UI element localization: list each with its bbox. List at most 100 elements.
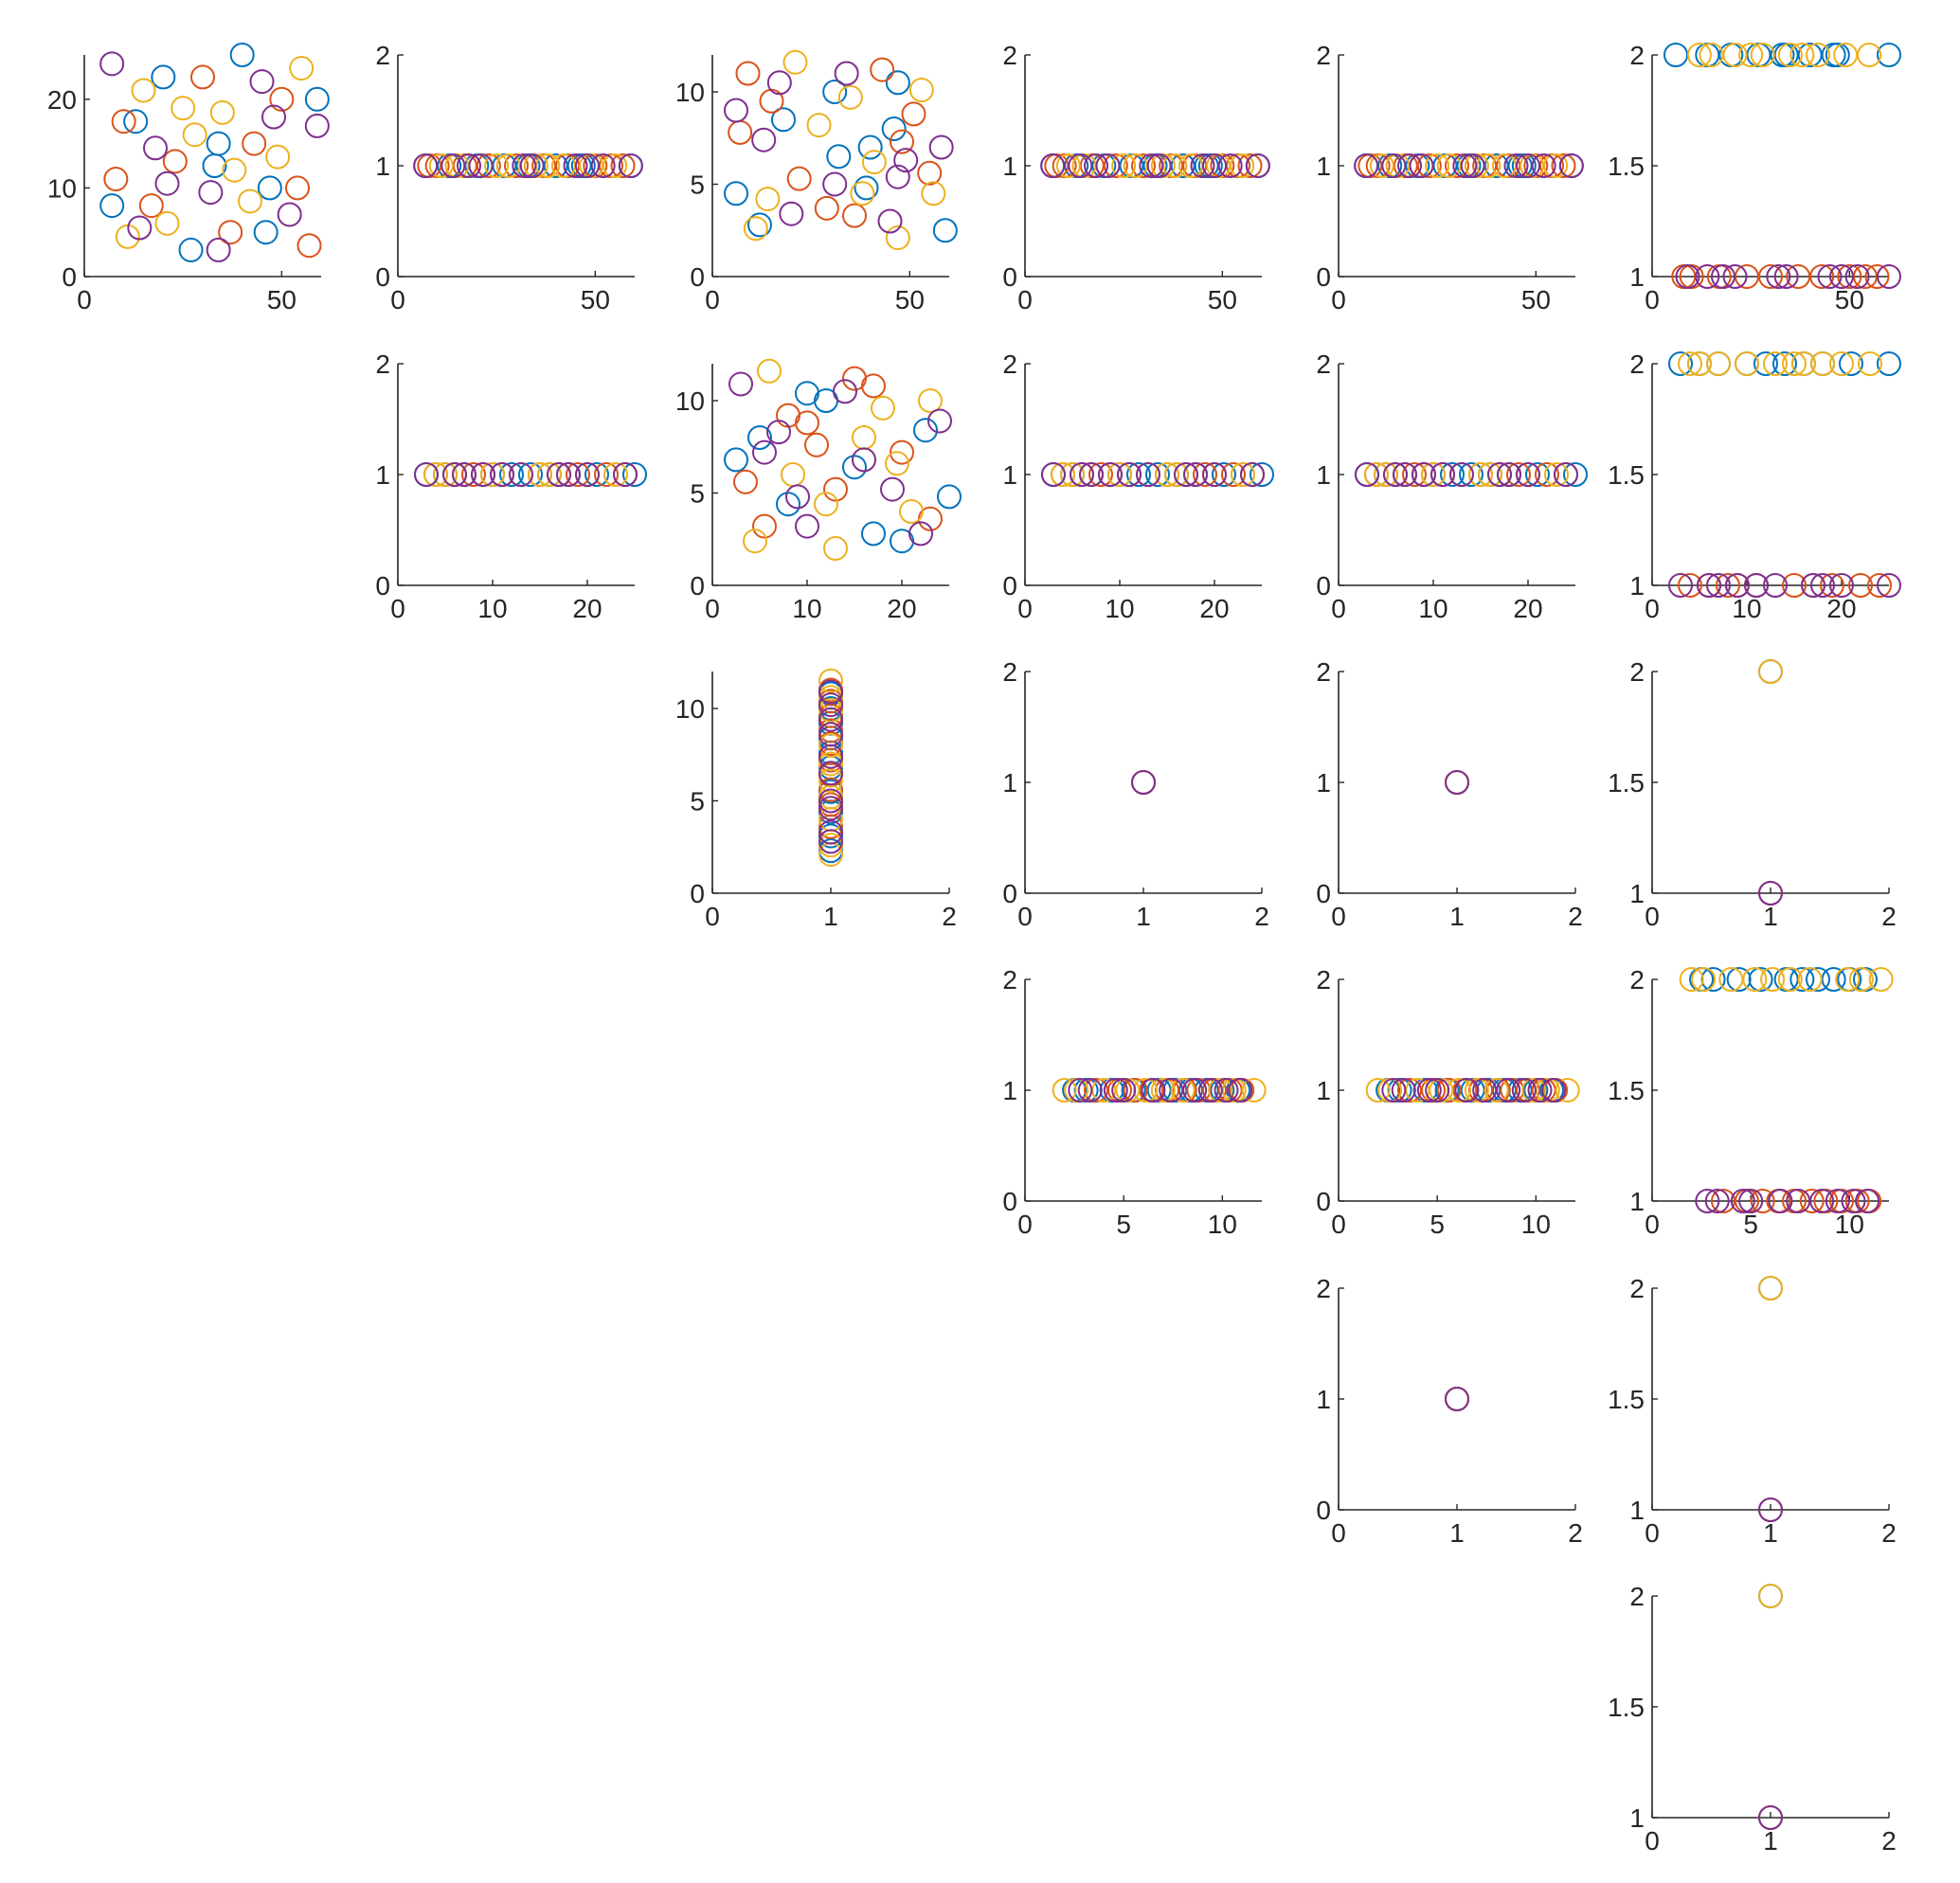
data-point [1716,573,1740,598]
data-point [854,175,879,201]
x-tick-label: 10 [1105,594,1134,623]
data-point [877,208,903,234]
data-point [499,462,524,487]
x-tick-label: 2 [1254,902,1269,931]
x-tick-label: 2 [1881,1826,1897,1856]
data-point [818,733,843,758]
data-point [1772,351,1797,376]
data-point [1687,351,1712,376]
scatter-panel-r3-c3: 0 1 2 0 5 10 [675,668,957,931]
data-point [1425,1078,1450,1103]
data-point [190,64,215,90]
data-point [428,153,454,178]
data-point [1679,967,1704,992]
data-point [1240,462,1265,487]
data-point [1369,153,1394,178]
data-point [1777,967,1803,992]
data-point [1146,153,1172,178]
data-point [1758,881,1783,906]
data-point [1525,462,1550,487]
data-point [1230,153,1255,178]
scatter-panel-r3-c6: 0 1 211.52 [1608,657,1897,931]
data-point [818,697,843,723]
y-tick-label: 1 [1316,1076,1331,1105]
y-tick-label: 1 [1002,152,1017,181]
y-tick-label: 2 [1316,350,1331,379]
data-point [1402,462,1427,487]
scatter-panel-r4-c4: 0 5 10 0 1 2 [1002,965,1267,1239]
data-point [1393,462,1417,487]
data-point [1511,1078,1537,1103]
data-point [804,432,829,457]
data-point [918,388,943,413]
data-point [1773,264,1799,289]
y-tick-label: 2 [1002,41,1017,70]
data-point [781,462,805,487]
data-point [1052,1078,1077,1103]
x-tick-label: 0 [390,285,405,314]
y-tick-label: 1 [1316,1385,1331,1414]
data-point [1117,462,1142,487]
data-point [766,70,792,96]
x-tick-label: 20 [1826,594,1856,623]
x-tick-label: 50 [895,285,925,314]
data-point [818,777,843,802]
data-point [1190,153,1215,178]
data-point [1730,1189,1755,1213]
x-tick-label: 1 [1763,902,1778,931]
data-point [253,220,279,245]
data-point [277,202,302,227]
data-point [99,193,125,219]
data-point [1381,1078,1407,1103]
data-point [1197,1078,1223,1103]
data-point [1355,462,1379,487]
y-tick-label: 1 [1629,1187,1645,1216]
x-tick-label: 10 [1208,1210,1237,1239]
data-point [937,484,962,510]
x-tick-label: 1 [1449,902,1465,931]
data-point [1829,573,1854,598]
data-point [1748,967,1773,992]
data-point [423,462,448,487]
scatter-panel-r1-c5: 0 50 0 1 2 [1316,41,1584,314]
data-point [575,153,600,178]
y-tick-label: 0 [690,262,705,292]
data-point [1868,967,1894,992]
data-point [1416,1078,1442,1103]
data-point [1416,153,1442,178]
data-point [1725,573,1750,598]
data-point [1055,153,1081,178]
data-point [1068,153,1093,178]
x-tick-label: 0 [705,285,720,314]
x-tick-label: 0 [1331,1518,1346,1548]
x-tick-label: 0 [1645,1826,1660,1856]
data-point [1758,659,1783,684]
data-point [747,425,772,450]
x-tick-label: 1 [823,902,838,931]
y-tick-label: 2 [1629,1274,1645,1303]
data-point [1436,1078,1462,1103]
y-tick-label: 2 [1002,657,1017,687]
data-point [1111,1078,1137,1103]
data-point [1107,462,1132,487]
data-point [238,188,262,214]
x-tick-label: 20 [572,594,602,623]
data-point [484,153,510,178]
data-point [1228,1078,1253,1103]
data-point [928,134,954,160]
data-point [785,484,810,510]
data-point [285,175,310,201]
data-point [206,237,231,262]
scatter-panel-r5-c6: 0 1 211.52 [1608,1274,1897,1548]
data-point [1496,1078,1521,1103]
data-point [1829,264,1854,289]
data-point [209,99,235,125]
scatter-panel-r2-c2: 0 10 20 0 1 2 [375,350,647,623]
y-tick-label: 2 [375,41,390,70]
data-point [735,61,761,86]
data-point [1810,573,1835,598]
y-tick-label: 2 [1002,965,1017,995]
x-tick-label: 0 [705,902,720,931]
